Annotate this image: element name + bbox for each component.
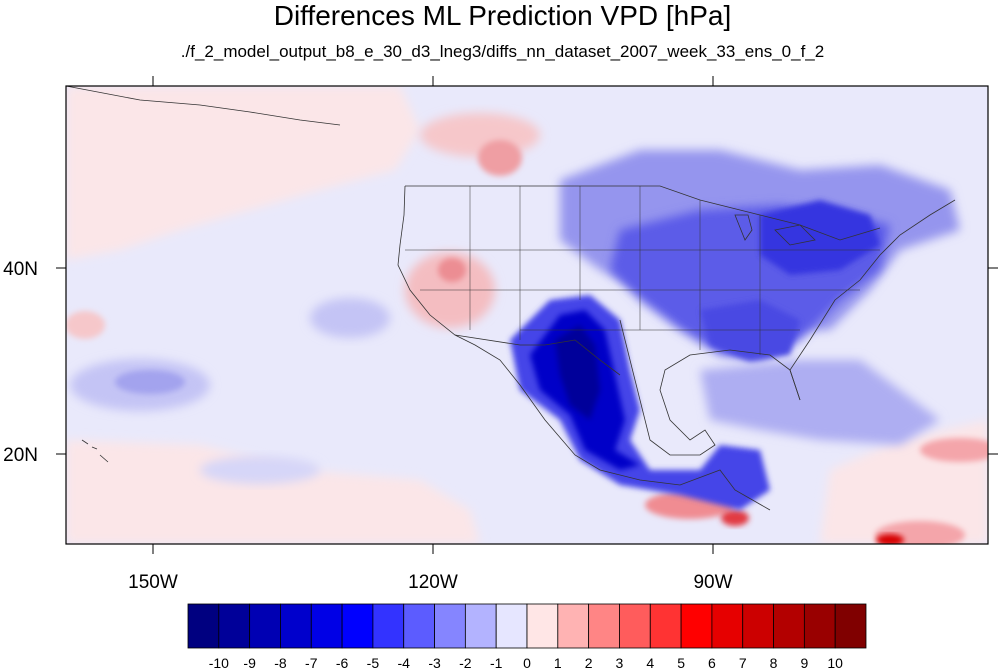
colorbar-label: 8: [770, 655, 778, 671]
lat-label-20n: 20N: [3, 445, 38, 466]
colorbar-label: 6: [708, 655, 716, 671]
red-patch-caribbean: [721, 510, 749, 526]
pink-region-southwest: [66, 440, 480, 544]
blue-patch-pacific-2: [115, 370, 185, 394]
colorbar-swatch: [557, 603, 590, 649]
plot-subtitle: ./f_2_model_output_b8_e_30_d3_lneg3/diff…: [180, 42, 825, 61]
red-patch-bc: [478, 140, 522, 176]
east-coastline: [789, 199, 956, 401]
colorbar-swatch: [742, 603, 774, 649]
colorbar-swatch: [434, 603, 466, 649]
colorbar-swatch: [680, 603, 713, 649]
colorbar-label: -7: [305, 655, 318, 671]
colorbar-swatch: [803, 603, 836, 649]
colorbar: [187, 603, 867, 649]
colorbar-label: -1: [490, 655, 503, 671]
colorbar-swatch: [834, 603, 867, 649]
colorbar-label: -10: [209, 655, 229, 671]
blue-region-southeast: [700, 300, 800, 362]
alaska-coast: [66, 86, 341, 126]
lon-label-150w: 150W: [128, 572, 178, 593]
colorbar-swatch: [403, 603, 435, 649]
state-lines: [405, 186, 880, 355]
axis-ticks: [56, 76, 998, 554]
colorbar-swatch: [341, 603, 374, 649]
colorbar-swatch: [526, 603, 559, 649]
plot-title: Differences ML Prediction VPD [hPa]: [273, 0, 732, 31]
pink-region-northwest: [66, 86, 420, 260]
colorbar-label: 4: [646, 655, 654, 671]
lon-label-90w: 90W: [693, 572, 732, 593]
colorbar-label: 9: [800, 655, 808, 671]
great-lakes: [734, 214, 816, 246]
blue-region-mexico-darkest: [555, 325, 600, 420]
colorbar-label: -8: [274, 655, 287, 671]
colorbar-swatch: [218, 603, 251, 649]
colorbar-label: 5: [677, 655, 685, 671]
colorbar-swatch: [187, 603, 220, 649]
colorbar-swatch: [619, 603, 651, 649]
blue-region-great-lakes: [760, 200, 880, 275]
blue-patch-pacific-4: [200, 456, 320, 484]
hawaii-islands: [81, 439, 109, 463]
lat-label-40n: 40N: [3, 259, 38, 280]
map-frame: [65, 85, 989, 545]
colorbar-swatch: [495, 603, 528, 649]
colorbar-label: 3: [616, 655, 624, 671]
red-patch-deep-red: [876, 534, 904, 544]
colorbar-swatch: [280, 603, 312, 649]
blue-region-atlantic-coast: [700, 360, 940, 445]
colorbar-swatch: [588, 603, 620, 649]
red-patch-atlantic: [920, 438, 988, 462]
colorbar-label: -6: [336, 655, 349, 671]
colorbar-label: -2: [459, 655, 472, 671]
colorbar-swatch: [773, 603, 805, 649]
red-patch-hawaii-east: [66, 311, 105, 339]
colorbar-label: 2: [585, 655, 593, 671]
colorbar-swatch: [711, 603, 744, 649]
colorbar-swatch: [372, 603, 405, 649]
colorbar-swatch: [310, 603, 343, 649]
red-patch-gulf-alaska: [420, 113, 540, 157]
colorbar-swatch: [249, 603, 281, 649]
map-panel: [66, 86, 988, 544]
blue-patch-pacific-3: [310, 298, 390, 338]
map-outlines: [66, 86, 956, 511]
red-patch-nevada: [438, 258, 466, 282]
gulf-coastline: [619, 319, 801, 456]
colorbar-label: -3: [428, 655, 441, 671]
colorbar-label: 1: [554, 655, 562, 671]
colorbar-labels: -10 -9 -8 -7 -6 -5 -4 -3 -2 -1 0 1 2 3 4 5 6 7 8 9 10: [209, 655, 843, 671]
colorbar-swatch: [464, 603, 497, 649]
colorbar-label: 0: [523, 655, 531, 671]
colorbar-swatch: [649, 603, 682, 649]
colorbar-label: -9: [243, 655, 256, 671]
colorbar-label: -4: [398, 655, 411, 671]
west-coastline: [397, 185, 771, 511]
lon-label-120w: 120W: [408, 572, 458, 593]
us-mexico-border: [454, 334, 621, 376]
colorbar-label: 7: [739, 655, 747, 671]
colorbar-label: 10: [827, 655, 843, 671]
colorbar-label: -5: [367, 655, 380, 671]
